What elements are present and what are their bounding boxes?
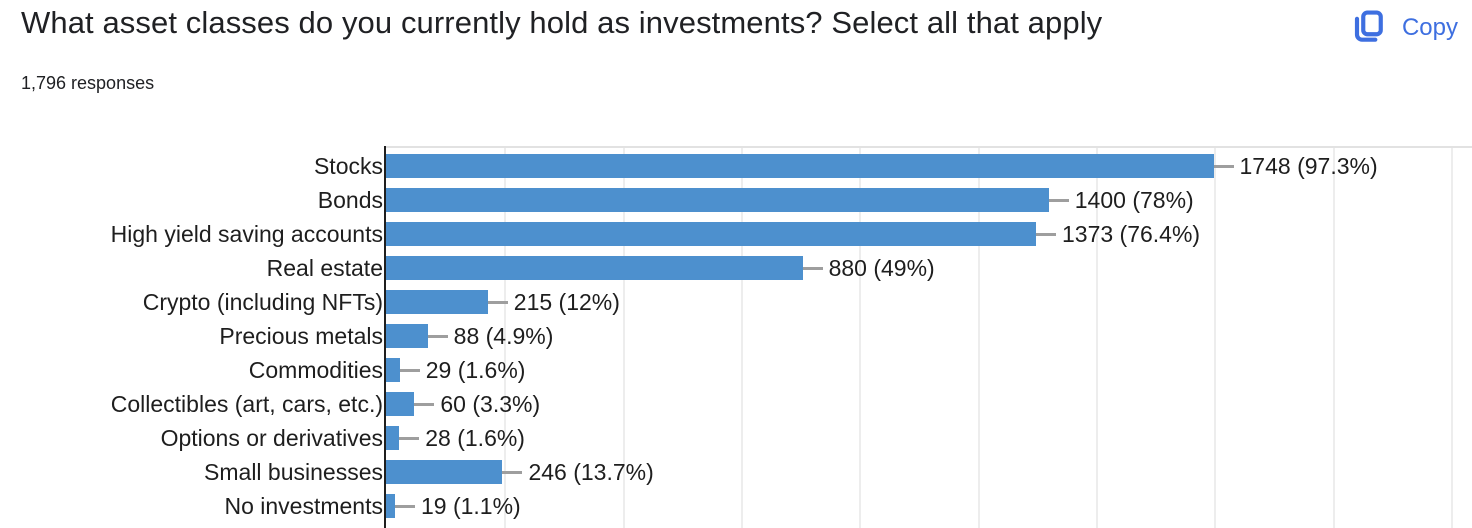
gridline: [741, 148, 744, 528]
category-label: Commodities: [248, 356, 383, 383]
value-connector-line: [427, 334, 448, 338]
bar[interactable]: [386, 460, 503, 484]
value-label: 60 (3.3%): [440, 390, 541, 417]
chart-row: Commodities 29 (1.6%): [0, 353, 1472, 387]
chart-row: Small businesses 246 (13.7%): [0, 455, 1472, 489]
gridline: [1451, 148, 1454, 528]
category-label: Precious metals: [219, 322, 383, 349]
value-label: 880 (49%): [828, 254, 935, 281]
bar-chart: Stocks 1748 (97.3%) Bonds 1400 (78%) Hig…: [0, 146, 1472, 528]
category-label: Options or derivatives: [160, 424, 383, 451]
category-label: High yield saving accounts: [110, 220, 383, 247]
chart-row: High yield saving accounts 1373 (76.4%): [0, 217, 1472, 251]
value-connector-line: [487, 300, 508, 304]
row-plot: 880 (49%): [386, 254, 1472, 281]
copy-icon: [1347, 7, 1387, 49]
value-connector-line: [1035, 232, 1056, 236]
category-label: Collectibles (art, cars, etc.): [110, 390, 383, 417]
plot-area: [386, 146, 1472, 528]
chart-row: Options or derivatives 28 (1.6%): [0, 421, 1472, 455]
value-connector-line: [394, 504, 415, 508]
row-plot: 246 (13.7%): [386, 458, 1472, 485]
bar[interactable]: [386, 494, 395, 518]
row-plot: 1400 (78%): [386, 186, 1472, 213]
row-plot: 1373 (76.4%): [386, 220, 1472, 247]
row-plot: 1748 (97.3%): [386, 152, 1472, 179]
bar[interactable]: [386, 154, 1214, 178]
gridline: [622, 148, 625, 528]
value-label: 1373 (76.4%): [1061, 220, 1201, 247]
value-label: 88 (4.9%): [453, 322, 554, 349]
chart-row: Real estate 880 (49%): [0, 251, 1472, 285]
chart-row: Bonds 1400 (78%): [0, 183, 1472, 217]
bar[interactable]: [386, 392, 415, 416]
value-connector-line: [1213, 164, 1234, 168]
copy-button-label: Copy: [1401, 14, 1458, 41]
value-label: 19 (1.1%): [420, 492, 521, 519]
category-label: Real estate: [266, 254, 383, 281]
row-plot: 19 (1.1%): [386, 492, 1472, 519]
y-axis-line: [384, 146, 386, 528]
category-label: Bonds: [317, 186, 383, 213]
category-label: Stocks: [313, 152, 383, 179]
value-connector-line: [502, 470, 523, 474]
value-connector-line: [399, 368, 420, 372]
responses-count: 1,796 responses: [21, 73, 155, 93]
gridline: [504, 148, 507, 528]
value-connector-line: [1048, 198, 1069, 202]
category-label: Crypto (including NFTs): [142, 288, 383, 315]
question-title: What asset classes do you currently hold…: [21, 5, 1103, 40]
value-connector-line: [399, 436, 420, 440]
chart-row: Crypto (including NFTs) 215 (12%): [0, 285, 1472, 319]
value-connector-line: [802, 266, 823, 270]
chart-row: Precious metals 88 (4.9%): [0, 319, 1472, 353]
value-label: 29 (1.6%): [425, 356, 526, 383]
bar[interactable]: [386, 358, 400, 382]
category-label: No investments: [224, 492, 383, 519]
row-plot: 60 (3.3%): [386, 390, 1472, 417]
category-label: Small businesses: [204, 458, 383, 485]
bar[interactable]: [386, 426, 400, 450]
value-label: 28 (1.6%): [425, 424, 525, 451]
value-label: 246 (13.7%): [528, 458, 654, 485]
value-label: 215 (12%): [513, 288, 620, 315]
row-plot: 29 (1.6%): [386, 356, 1472, 383]
value-connector-line: [414, 402, 435, 406]
gridline: [977, 148, 980, 528]
copy-button[interactable]: Copy: [1343, 5, 1462, 51]
row-plot: 28 (1.6%): [386, 424, 1472, 451]
gridline: [859, 148, 862, 528]
bar[interactable]: [386, 222, 1036, 246]
chart-row: Stocks 1748 (97.3%): [0, 149, 1472, 183]
bar[interactable]: [386, 188, 1049, 212]
value-label: 1400 (78%): [1074, 186, 1194, 213]
bar[interactable]: [386, 290, 488, 314]
gridline: [1214, 148, 1217, 528]
row-plot: 215 (12%): [386, 288, 1472, 315]
row-plot: 88 (4.9%): [386, 322, 1472, 349]
bar[interactable]: [386, 256, 803, 280]
chart-row: Collectibles (art, cars, etc.) 60 (3.3%): [0, 387, 1472, 421]
gridline: [1096, 148, 1099, 528]
chart-rows: Stocks 1748 (97.3%) Bonds 1400 (78%) Hig…: [0, 149, 1472, 523]
chart-row: No investments 19 (1.1%): [0, 489, 1472, 523]
gridline: [1332, 148, 1335, 528]
value-label: 1748 (97.3%): [1239, 152, 1378, 179]
bar[interactable]: [386, 324, 428, 348]
